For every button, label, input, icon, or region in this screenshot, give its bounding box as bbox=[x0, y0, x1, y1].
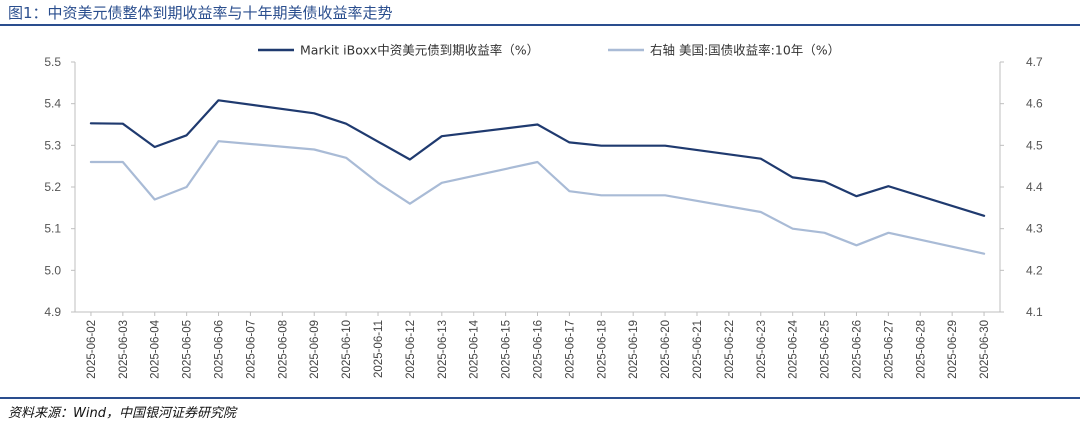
series-line-iboxx-yield bbox=[89, 99, 986, 217]
left-tick-label: 5.3 bbox=[44, 138, 61, 152]
x-tick-label: 2025-06-30 bbox=[979, 320, 991, 379]
series-line-us-treasury-10y bbox=[89, 140, 986, 255]
left-tick-label: 4.9 bbox=[44, 305, 61, 319]
x-tick-label: 2025-06-05 bbox=[182, 320, 194, 379]
right-tick-label: 4.1 bbox=[1026, 305, 1043, 319]
x-tick-label: 2025-06-11 bbox=[373, 320, 385, 378]
x-tick-label: 2025-06-12 bbox=[405, 320, 417, 379]
legend-label: Markit iBoxx中资美元债到期收益率（%） bbox=[300, 43, 539, 58]
x-tick-label: 2025-06-10 bbox=[341, 320, 353, 379]
left-tick-label: 5.0 bbox=[44, 263, 61, 277]
x-tick-label: 2025-06-13 bbox=[437, 320, 449, 379]
source-note: 资料来源：Wind，中国银河证券研究院 bbox=[8, 406, 236, 421]
chart-title: 图1：中资美元债整体到期收益率与十年期美债收益率走势 bbox=[8, 4, 393, 22]
x-tick-label: 2025-06-22 bbox=[724, 320, 736, 379]
x-tick-label: 2025-06-14 bbox=[469, 319, 481, 378]
x-tick-label: 2025-06-16 bbox=[533, 320, 545, 379]
x-tick-label: 2025-06-06 bbox=[214, 320, 226, 379]
left-tick-label: 5.4 bbox=[44, 97, 61, 111]
x-tick-label: 2025-06-25 bbox=[820, 320, 832, 379]
title-divider bbox=[0, 24, 1080, 26]
x-tick-label: 2025-06-27 bbox=[883, 320, 895, 379]
left-tick-label: 5.2 bbox=[44, 180, 61, 194]
right-tick-label: 4.2 bbox=[1026, 263, 1043, 277]
x-tick-label: 2025-06-29 bbox=[947, 320, 959, 379]
right-tick-label: 4.3 bbox=[1026, 222, 1043, 236]
x-tick-label: 2025-06-03 bbox=[118, 320, 130, 379]
x-tick-label: 2025-06-20 bbox=[660, 320, 672, 379]
right-tick-label: 4.4 bbox=[1026, 180, 1043, 194]
x-tick-label: 2025-06-21 bbox=[692, 320, 704, 379]
x-tick-label: 2025-06-09 bbox=[309, 320, 321, 379]
line-chart: 4.9 5.0 5.1 5.2 5.3 5.4 5.5 4.1 4.2 4.3 4.4 4.5 4.6 4… bbox=[44, 43, 1043, 379]
left-tick-label: 5.1 bbox=[44, 222, 61, 236]
x-tick-label: 2025-06-24 bbox=[788, 319, 800, 378]
x-tick-label: 2025-06-07 bbox=[245, 320, 257, 379]
x-tick-label: 2025-06-15 bbox=[501, 320, 513, 379]
right-tick-label: 4.6 bbox=[1026, 97, 1043, 111]
right-tick-label: 4.5 bbox=[1026, 138, 1043, 152]
right-tick-label: 4.7 bbox=[1026, 55, 1043, 69]
x-tick-label: 2025-06-18 bbox=[596, 320, 608, 379]
x-tick-label: 2025-06-26 bbox=[851, 320, 863, 379]
x-tick-label: 2025-06-23 bbox=[756, 320, 768, 379]
x-tick-label: 2025-06-02 bbox=[86, 320, 98, 379]
footer-divider bbox=[0, 397, 1080, 399]
x-tick-label: 2025-06-28 bbox=[915, 320, 927, 379]
left-tick-label: 5.5 bbox=[44, 55, 61, 69]
x-tick-label: 2025-06-08 bbox=[277, 320, 289, 379]
x-tick-label: 2025-06-04 bbox=[150, 319, 162, 378]
x-tick-label: 2025-06-17 bbox=[564, 320, 576, 379]
legend-label: 右轴 美国:国债收益率:10年（%） bbox=[650, 43, 840, 58]
x-tick-label: 2025-06-19 bbox=[628, 320, 640, 379]
